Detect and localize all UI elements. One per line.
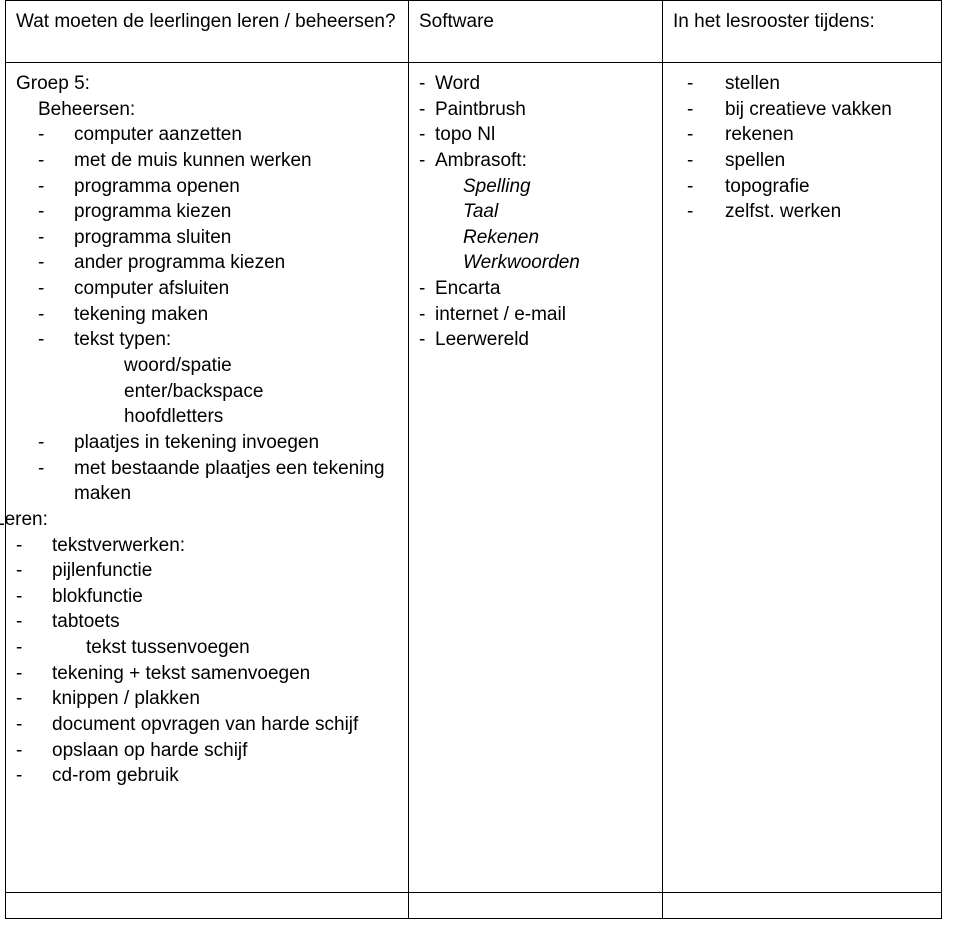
list-item: tekst typen: xyxy=(38,327,398,353)
leren-list-a: tekstverwerken:pijlenfunctieblokfunctiet… xyxy=(16,533,398,636)
leren-item-wide: tekst tussenvoegen xyxy=(16,635,398,661)
beheersen-block: Beheersen: computer aanzettenmet de muis… xyxy=(16,97,398,507)
list-item: tekening maken xyxy=(38,302,398,328)
list-subitem: enter/backspace xyxy=(38,379,398,405)
software-list: WordPaintbrushtopo NlAmbrasoft:SpellingT… xyxy=(419,71,652,353)
leren-block: Leren: tekstverwerken:pijlenfunctieblokf… xyxy=(0,507,398,789)
software-item: Encarta xyxy=(419,276,652,302)
list-item: tekening + tekst samenvoegen xyxy=(16,661,398,687)
list-item: tekstverwerken: xyxy=(16,533,398,559)
leren-label: Leren: xyxy=(0,507,398,533)
list-item: programma sluiten xyxy=(38,225,398,251)
list-item: blokfunctie xyxy=(16,584,398,610)
software-item: Paintbrush xyxy=(419,97,652,123)
typen-sublist: woord/spatieenter/backspacehoofdletters xyxy=(38,353,398,430)
list-item: opslaan op harde schijf xyxy=(16,738,398,764)
software-item: Ambrasoft: xyxy=(419,148,652,174)
list-item: met bestaande plaatjes een tekening make… xyxy=(38,456,398,507)
header-text-3: In het lesrooster tijdens: xyxy=(673,11,875,32)
software-subitem: Taal xyxy=(419,199,652,225)
software-item: topo Nl xyxy=(419,122,652,148)
header-cell-3: In het lesrooster tijdens: xyxy=(663,1,942,63)
list-item: ander programma kiezen xyxy=(38,250,398,276)
software-subitem: Spelling xyxy=(419,174,652,200)
page: Wat moeten de leerlingen leren / beheers… xyxy=(0,0,960,948)
lesrooster-item: zelfst. werken xyxy=(673,199,931,225)
list-item: cd-rom gebruik xyxy=(16,763,398,789)
body-cell-2: WordPaintbrushtopo NlAmbrasoft:SpellingT… xyxy=(409,63,663,893)
list-item: pijlenfunctie xyxy=(16,558,398,584)
list-subitem: woord/spatie xyxy=(38,353,398,379)
body-cell-3: stellenbij creatieve vakkenrekenenspelle… xyxy=(663,63,942,893)
list-subitem: hoofdletters xyxy=(38,404,398,430)
list-item: computer aanzetten xyxy=(38,122,398,148)
list-item: knippen / plakken xyxy=(16,686,398,712)
software-subitem: Werkwoorden xyxy=(419,250,652,276)
lesrooster-item: bij creatieve vakken xyxy=(673,97,931,123)
lesrooster-item: rekenen xyxy=(673,122,931,148)
group-line: Groep 5: xyxy=(16,71,398,97)
main-table: Wat moeten de leerlingen leren / beheers… xyxy=(5,0,942,919)
header-cell-2: Software xyxy=(409,1,663,63)
header-text-1: Wat moeten de leerlingen leren / beheers… xyxy=(16,11,396,32)
list-item: programma kiezen xyxy=(38,199,398,225)
software-item: Word xyxy=(419,71,652,97)
header-row: Wat moeten de leerlingen leren / beheers… xyxy=(6,1,942,63)
list-item: document opvragen van harde schijf xyxy=(16,712,398,738)
body-cell-1: Groep 5: Beheersen: computer aanzettenme… xyxy=(6,63,409,893)
footer-cell-2 xyxy=(409,893,663,919)
footer-cell-1 xyxy=(6,893,409,919)
lesrooster-item: stellen xyxy=(673,71,931,97)
list-item: computer afsluiten xyxy=(38,276,398,302)
software-item: Leerwereld xyxy=(419,327,652,353)
list-item: programma openen xyxy=(38,174,398,200)
list-item: plaatjes in tekening invoegen xyxy=(38,430,398,456)
body-row: Groep 5: Beheersen: computer aanzettenme… xyxy=(6,63,942,893)
leren-list-b: tekening + tekst samenvoegenknippen / pl… xyxy=(16,661,398,789)
software-subitem: Rekenen xyxy=(419,225,652,251)
software-item: internet / e-mail xyxy=(419,302,652,328)
beheersen-list-after: plaatjes in tekening invoegenmet bestaan… xyxy=(38,430,398,507)
list-item: met de muis kunnen werken xyxy=(38,148,398,174)
lesrooster-item: spellen xyxy=(673,148,931,174)
list-item: tabtoets xyxy=(16,609,398,635)
beheersen-label: Beheersen: xyxy=(38,97,398,123)
lesrooster-item: topografie xyxy=(673,174,931,200)
footer-cell-3 xyxy=(663,893,942,919)
header-cell-1: Wat moeten de leerlingen leren / beheers… xyxy=(6,1,409,63)
header-text-2: Software xyxy=(419,11,494,32)
leren-item-wide-text: tekst tussenvoegen xyxy=(86,637,250,658)
footer-row xyxy=(6,893,942,919)
beheersen-list: computer aanzettenmet de muis kunnen wer… xyxy=(38,122,398,353)
lesrooster-list: stellenbij creatieve vakkenrekenenspelle… xyxy=(673,71,931,225)
